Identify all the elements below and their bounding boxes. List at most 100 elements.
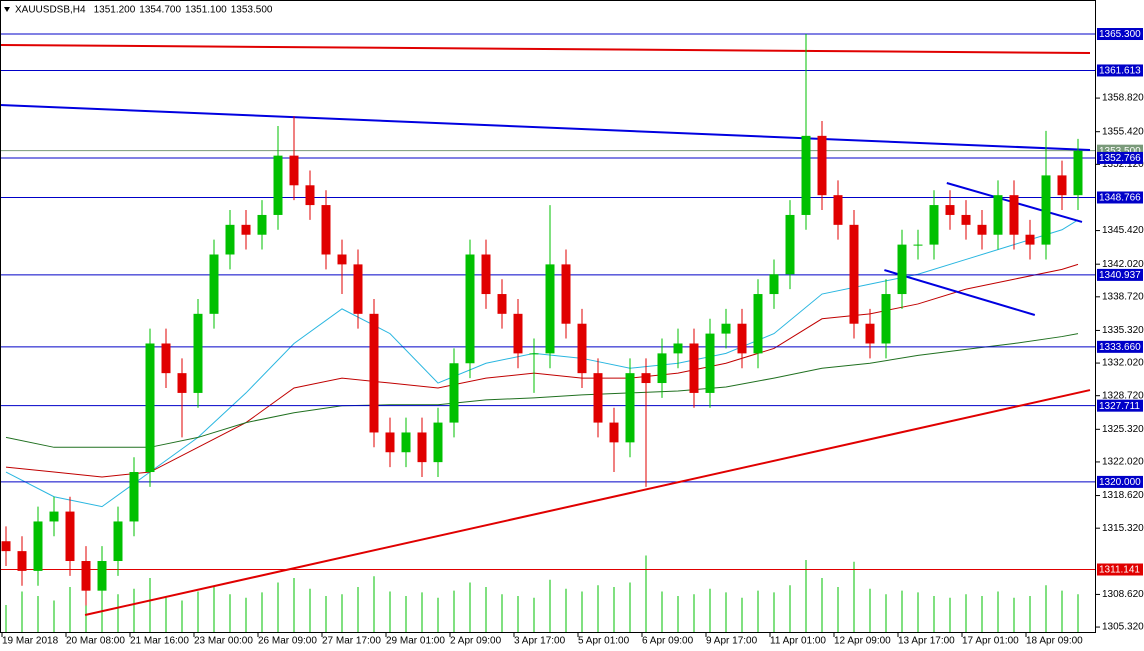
candle-body <box>49 511 59 522</box>
candle-body <box>529 353 539 355</box>
candle-body <box>145 343 155 473</box>
y-tick-label: 1335.320 <box>1102 325 1144 336</box>
candle-body <box>1025 234 1035 245</box>
candle-body <box>369 313 379 433</box>
x-tick-label: 26 Mar 09:00 <box>258 636 317 647</box>
y-tick-label: 1345.420 <box>1102 225 1144 236</box>
candle-body <box>769 274 779 295</box>
candle-body <box>417 432 427 463</box>
candle-body <box>977 224 987 235</box>
y-tick-label: 1342.020 <box>1102 259 1144 270</box>
candle-body <box>753 294 763 354</box>
level-label: 1333.660 <box>1099 342 1141 353</box>
level-label-box <box>1097 191 1143 204</box>
candle-body <box>305 185 315 206</box>
candle-body <box>689 343 699 393</box>
header-value: 1351.200 <box>94 5 136 16</box>
trendline <box>884 269 1036 316</box>
candle-body <box>1073 150 1083 196</box>
x-tick-label: 6 Apr 09:00 <box>642 636 694 647</box>
x-tick-label: 2 Apr 09:00 <box>450 636 502 647</box>
candle-body <box>97 561 107 591</box>
y-tick-label: 1308.620 <box>1102 589 1144 600</box>
level-label: 1320.000 <box>1099 477 1141 488</box>
candle-body <box>401 432 411 453</box>
y-tick-label: 1338.720 <box>1102 291 1144 302</box>
candle-body <box>817 135 827 196</box>
header-value: 1354.700 <box>139 5 181 16</box>
menu-triangle <box>4 7 10 12</box>
candle-body <box>1041 175 1051 245</box>
candle-body <box>113 521 123 562</box>
candle-body <box>129 472 139 522</box>
x-tick-label: 20 Mar 08:00 <box>66 636 125 647</box>
x-tick-label: 5 Apr 01:00 <box>578 636 630 647</box>
candle-body <box>481 254 491 295</box>
candle-body <box>945 205 955 215</box>
candle-body <box>433 422 443 463</box>
moving-average <box>5 263 1079 478</box>
y-tick-label: 1352.120 <box>1102 159 1144 170</box>
x-tick-label: 17 Apr 01:00 <box>962 636 1019 647</box>
candle-body <box>785 214 795 275</box>
candle-body <box>545 264 555 354</box>
candle-body <box>465 254 475 364</box>
candle-body <box>609 422 619 443</box>
y-tick-label: 1358.820 <box>1102 93 1144 104</box>
x-tick-label: 23 Mar 00:00 <box>194 636 253 647</box>
candle-body <box>33 521 43 571</box>
level-label-box <box>1097 64 1143 77</box>
x-tick-label: 12 Apr 09:00 <box>834 636 891 647</box>
trendline <box>0 43 1091 54</box>
candle-body <box>593 373 603 423</box>
level-label: 1353.500 <box>1099 146 1141 157</box>
level-label-box <box>1097 340 1143 353</box>
candle-body <box>897 244 907 295</box>
candle-body <box>273 155 283 215</box>
y-tick-label: 1355.420 <box>1102 126 1144 137</box>
symbol: XAUUSDSB,H4 <box>15 5 86 16</box>
trendline <box>0 104 1091 151</box>
x-tick-label: 9 Apr 17:00 <box>706 636 758 647</box>
candle-body <box>225 224 235 255</box>
level-label: 1340.937 <box>1099 270 1141 281</box>
candle-body <box>1009 195 1019 235</box>
moving-average <box>5 219 1079 508</box>
axis-bg <box>1097 0 1144 651</box>
y-tick-label: 1322.020 <box>1102 457 1144 468</box>
layers <box>0 33 1096 632</box>
candle-body <box>385 432 395 453</box>
x-tick-label: 19 Mar 2018 <box>2 636 59 647</box>
candle-body <box>577 323 587 374</box>
x-tick-label: 21 Mar 16:00 <box>130 636 189 647</box>
candle-body <box>353 264 363 314</box>
candle-body <box>881 294 891 344</box>
level-label-box <box>1097 268 1143 281</box>
level-label-box <box>1097 151 1143 164</box>
candle-body <box>177 373 187 393</box>
x-tick-label: 29 Mar 01:00 <box>386 636 445 647</box>
y-tick-label: 1318.620 <box>1102 490 1144 501</box>
header-value: 1353.500 <box>231 5 273 16</box>
level-label-box <box>1097 563 1143 576</box>
candle-body <box>513 313 523 354</box>
candle-body <box>209 254 219 314</box>
y-tick-label: 1305.320 <box>1102 622 1144 633</box>
candle-body <box>913 244 923 246</box>
candle-body <box>1 541 11 552</box>
candle-body <box>337 254 347 265</box>
candle-body <box>449 363 459 423</box>
candle-body <box>929 205 939 245</box>
candle-body <box>961 214 971 225</box>
level-label-box <box>1097 28 1143 41</box>
level-label-box <box>1097 399 1143 412</box>
level-label: 1361.613 <box>1099 66 1141 77</box>
level-label: 1348.766 <box>1099 193 1141 204</box>
level-label: 1327.711 <box>1099 401 1140 412</box>
level-label-box <box>1097 475 1143 488</box>
x-tick-label: 27 Mar 17:00 <box>322 636 381 647</box>
candle-body <box>193 313 203 393</box>
candle-body <box>865 323 875 344</box>
